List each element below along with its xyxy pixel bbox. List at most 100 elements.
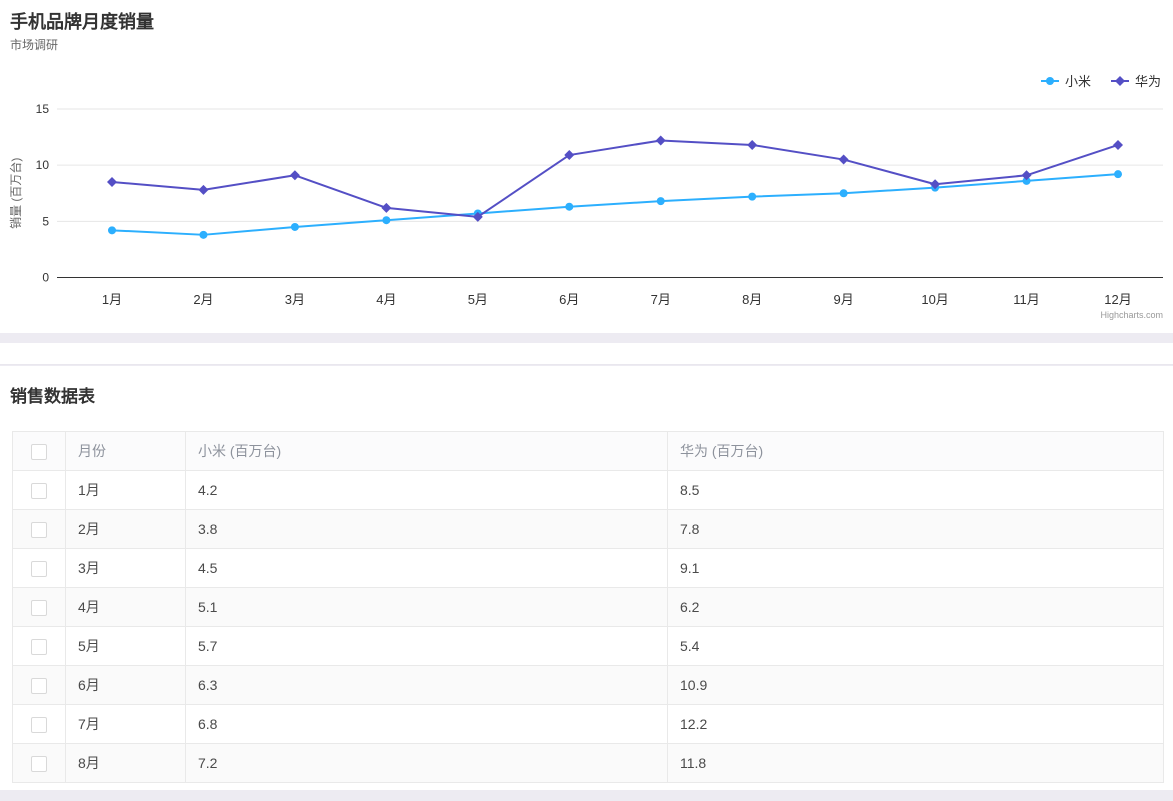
huawei-value-cell: 8.5 [667, 470, 1164, 510]
circle-marker-icon [1040, 76, 1059, 85]
row-checkbox[interactable] [31, 521, 47, 538]
x-axis-label: 3月 [285, 292, 305, 307]
month-cell: 1月 [65, 470, 186, 510]
legend-item-华为[interactable]: 华为 [1110, 71, 1161, 90]
huawei-value-cell: 5.4 [667, 626, 1164, 666]
huawei-value-cell: 9.1 [667, 548, 1164, 588]
data-point-marker[interactable] [1114, 170, 1122, 179]
data-point-marker[interactable] [290, 222, 299, 231]
row-checkbox[interactable] [31, 560, 47, 577]
y-axis-label: 15 [36, 102, 50, 116]
month-cell: 4月 [65, 587, 186, 627]
row-checkbox-cell [12, 587, 66, 627]
data-point-marker[interactable] [198, 184, 209, 195]
month-cell: 2月 [65, 509, 186, 549]
table-row: 8月 7.2 11.8 [12, 743, 1164, 783]
data-point-marker[interactable] [930, 179, 941, 190]
series-line [111, 173, 1119, 236]
table-header-row: 月份 小米 (百万台) 华为 (百万台) [12, 431, 1164, 471]
xiaomi-value-cell: 5.7 [185, 626, 668, 666]
data-point-marker[interactable] [1022, 176, 1031, 185]
table-section-title: 销售数据表 [10, 387, 95, 406]
table-row: 1月 4.2 8.5 [12, 470, 1164, 510]
series-line [111, 139, 1119, 218]
data-point-marker[interactable] [382, 216, 391, 225]
row-checkbox-cell [12, 665, 66, 705]
row-checkbox[interactable] [31, 482, 47, 499]
y-axis-label: 0 [42, 271, 49, 285]
month-cell: 5月 [65, 626, 186, 666]
data-point-marker[interactable] [472, 211, 483, 222]
column-header-xiaomi: 小米 (百万台) [185, 431, 668, 471]
month-cell: 8月 [65, 743, 186, 783]
data-point-marker[interactable] [838, 154, 849, 165]
column-header-month: 月份 [65, 431, 186, 471]
data-point-marker[interactable] [108, 226, 116, 235]
huawei-value-cell: 10.9 [667, 665, 1164, 705]
section-divider [0, 343, 1173, 365]
data-point-marker[interactable] [564, 150, 575, 161]
y-axis-label: 10 [36, 158, 50, 172]
select-all-checkbox[interactable] [31, 443, 47, 460]
x-axis-label: 12月 [1104, 292, 1131, 307]
x-axis-label: 4月 [376, 292, 396, 307]
x-axis-label: 7月 [651, 292, 671, 307]
column-header-huawei: 华为 (百万台) [667, 431, 1164, 471]
x-axis-label: 11月 [1013, 292, 1040, 307]
select-all-cell [12, 431, 66, 471]
series-华为[interactable] [107, 135, 1123, 222]
huawei-value-cell: 12.2 [667, 704, 1164, 744]
data-point-marker[interactable] [656, 197, 665, 206]
xiaomi-value-cell: 6.3 [185, 665, 668, 705]
row-checkbox-cell [12, 509, 66, 549]
row-checkbox-cell [12, 626, 66, 666]
page-bottom-band [0, 790, 1173, 801]
data-point-marker[interactable] [199, 230, 208, 239]
xiaomi-value-cell: 4.5 [185, 548, 668, 588]
table-row: 4月 5.1 6.2 [12, 587, 1164, 627]
row-checkbox[interactable] [31, 716, 47, 733]
data-point-marker[interactable] [747, 139, 758, 150]
chart-subtitle: 市场调研 [10, 38, 59, 52]
huawei-value-cell: 6.2 [667, 587, 1164, 627]
highcharts-credit[interactable]: Highcharts.com [1100, 310, 1163, 320]
xiaomi-value-cell: 5.1 [185, 587, 668, 627]
row-checkbox[interactable] [31, 638, 47, 655]
data-point-marker[interactable] [107, 177, 117, 188]
row-checkbox[interactable] [31, 599, 47, 616]
y-axis-title: 销量 (百万台) [8, 158, 23, 229]
x-axis-label: 5月 [468, 292, 488, 307]
huawei-value-cell: 7.8 [667, 509, 1164, 549]
row-checkbox[interactable] [31, 755, 47, 772]
y-axis-label: 5 [42, 214, 49, 228]
month-cell: 7月 [65, 704, 186, 744]
series-小米[interactable] [108, 170, 1122, 239]
chart-card: 手机品牌月度销量 市场调研 小米 华为 0 5 10 15 销量 (百万台) 1月 2月 3月 4… [0, 0, 1173, 333]
x-axis-label: 6月 [559, 292, 579, 307]
data-point-marker[interactable] [655, 135, 666, 146]
row-checkbox[interactable] [31, 677, 47, 694]
x-axis-label: 8月 [742, 292, 762, 307]
data-point-marker[interactable] [748, 192, 757, 201]
table-row: 6月 6.3 10.9 [12, 665, 1164, 705]
x-axis-label: 1月 [102, 292, 122, 307]
data-point-marker[interactable] [1113, 139, 1123, 150]
data-point-marker[interactable] [381, 202, 392, 213]
data-point-marker[interactable] [839, 189, 848, 198]
row-checkbox-cell [12, 743, 66, 783]
xiaomi-value-cell: 3.8 [185, 509, 668, 549]
chart-legend: 小米 华为 [1040, 71, 1161, 90]
xiaomi-value-cell: 7.2 [185, 743, 668, 783]
data-point-marker[interactable] [565, 202, 574, 211]
table-row: 5月 5.7 5.4 [12, 626, 1164, 666]
table-row: 3月 4.5 9.1 [12, 548, 1164, 588]
table-row: 7月 6.8 12.2 [12, 704, 1164, 744]
x-axis-label: 10月 [921, 292, 948, 307]
data-point-marker[interactable] [289, 170, 300, 181]
table-row: 2月 3.8 7.8 [12, 509, 1164, 549]
legend-item-小米[interactable]: 小米 [1040, 71, 1091, 90]
sales-table-body: 1月 4.2 8.5 2月 3.8 7.8 3月 4.5 9.1 4月 5.1 6.2 5月 5.7 5.4… [12, 470, 1164, 783]
legend-label: 小米 [1064, 74, 1091, 89]
data-point-marker[interactable] [1021, 170, 1032, 181]
x-axis-label: 9月 [834, 292, 854, 307]
